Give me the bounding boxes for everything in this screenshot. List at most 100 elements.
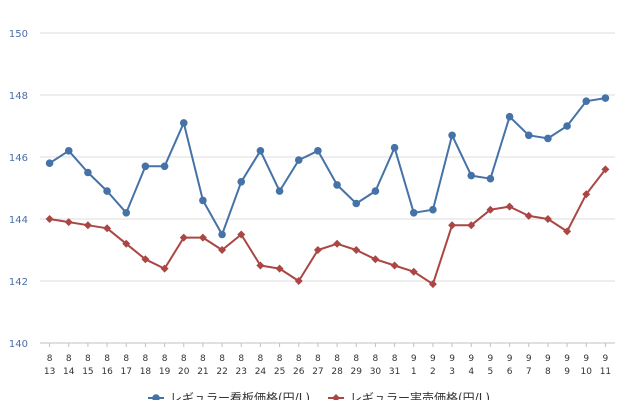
- data-point-series-2: [294, 277, 303, 285]
- data-point-series-2: [448, 221, 457, 230]
- data-point-series-1: [409, 209, 418, 217]
- data-point-series-1: [352, 199, 361, 208]
- data-point-series-2: [428, 280, 437, 289]
- x-tick-label-day: 28: [331, 367, 343, 377]
- legend-marker-1: [152, 394, 160, 400]
- x-tick-label-day: 7: [526, 367, 532, 377]
- x-tick-label-month: 9: [488, 354, 494, 364]
- x-tick-label-month: 8: [143, 354, 149, 364]
- x-tick-label-month: 8: [104, 354, 110, 364]
- y-axis-tick-labels: 140 142 144 146 148 150: [9, 29, 28, 350]
- data-point-series-2: [103, 224, 112, 233]
- x-tick-label-month: 9: [507, 354, 513, 364]
- x-tick-label-day: 27: [312, 367, 323, 377]
- x-tick-label-day: 8: [545, 367, 551, 377]
- data-point-series-1: [294, 156, 303, 164]
- x-tick-label-day: 4: [468, 367, 474, 377]
- legend-marker-2: [332, 394, 340, 400]
- x-tick-label-month: 9: [526, 354, 532, 364]
- data-point-series-1: [486, 174, 495, 183]
- x-tick-label-day: 3: [449, 367, 455, 377]
- x-tick-label-day: 29: [351, 367, 363, 377]
- x-tick-label-month: 8: [315, 354, 321, 364]
- y-tick-label: 148: [9, 91, 28, 102]
- data-point-series-2: [218, 246, 227, 254]
- data-point-series-1: [103, 187, 111, 195]
- x-tick-label-month: 8: [219, 354, 225, 364]
- x-tick-label-month: 8: [392, 354, 398, 364]
- x-tick-label-day: 30: [370, 367, 382, 377]
- data-point-series-1: [199, 196, 207, 205]
- data-point-series-2: [198, 233, 207, 242]
- data-point-series-2: [275, 264, 284, 273]
- x-tick-label-month: 8: [296, 354, 302, 364]
- data-point-series-2: [582, 190, 591, 199]
- data-point-series-2: [256, 261, 265, 270]
- x-tick-label-month: 8: [66, 354, 72, 364]
- data-point-series-1: [237, 178, 246, 186]
- x-tick-label-day: 11: [600, 367, 611, 377]
- data-point-series-2: [333, 239, 342, 248]
- x-tick-label-month: 8: [334, 354, 340, 364]
- x-tick-label-day: 20: [178, 367, 190, 377]
- data-point-series-1: [448, 131, 456, 140]
- data-point-series-2: [141, 255, 150, 264]
- x-tick-label-month: 8: [123, 354, 129, 364]
- y-tick-label: 150: [9, 29, 28, 40]
- data-point-series-1: [160, 162, 169, 171]
- x-tick-label-month: 9: [430, 354, 436, 364]
- data-point-series-2: [601, 165, 610, 174]
- y-tick-label: 144: [9, 215, 28, 226]
- x-tick-label-month: 9: [411, 354, 417, 364]
- x-tick-label-day: 31: [389, 367, 400, 377]
- x-tick-label-day: 25: [274, 367, 285, 377]
- data-point-series-2: [83, 221, 92, 230]
- data-point-series-1: [333, 181, 341, 189]
- x-tick-label-month: 8: [373, 354, 379, 364]
- x-tick-label-day: 26: [293, 367, 305, 377]
- x-tick-label-month: 9: [468, 354, 474, 364]
- x-tick-label-month: 8: [258, 354, 264, 364]
- x-tick-label-month: 8: [181, 354, 187, 364]
- data-point-series-2: [563, 227, 572, 236]
- x-tick-label-month: 9: [545, 354, 551, 364]
- data-point-series-1: [256, 147, 265, 155]
- data-point-series-1: [275, 187, 284, 195]
- data-point-series-2: [543, 215, 552, 223]
- x-tick-label-month: 8: [277, 354, 283, 364]
- series-line-1: [49, 97, 606, 236]
- data-point-series-1: [524, 131, 533, 140]
- data-point-series-1: [467, 171, 476, 180]
- data-point-series-2: [179, 233, 188, 242]
- data-point-series-2: [505, 202, 514, 211]
- data-point-series-2: [64, 218, 73, 227]
- data-point-series-2: [371, 255, 380, 264]
- data-point-series-1: [218, 230, 226, 239]
- x-tick-label-month: 9: [583, 354, 589, 364]
- x-tick-label-month: 8: [353, 354, 359, 364]
- x-tick-label-month: 8: [47, 354, 53, 364]
- data-point-series-2: [122, 239, 131, 248]
- x-tick-label-month: 8: [200, 354, 206, 364]
- x-tick-label-month: 9: [449, 354, 455, 364]
- data-point-series-2: [409, 267, 418, 276]
- y-tick-label: 142: [9, 277, 28, 288]
- data-point-series-2: [390, 261, 399, 270]
- x-tick-label-day: 23: [236, 367, 247, 377]
- x-tick-label-day: 5: [488, 367, 494, 377]
- data-point-series-1: [122, 209, 131, 217]
- data-point-series-1: [544, 134, 552, 143]
- x-tick-label-day: 15: [82, 367, 93, 377]
- x-tick-label-day: 24: [255, 367, 267, 377]
- x-tick-label-day: 1: [411, 367, 417, 377]
- data-point-series-2: [45, 215, 54, 223]
- legend[interactable]: レギュラー看板価格(円/L) レギュラー実売価格(円/L): [148, 390, 490, 400]
- data-point-series-1: [505, 112, 514, 121]
- x-axis-tick-labels: 8138148158168178188198208218228238248258…: [44, 354, 611, 377]
- legend-label-2: レギュラー実売価格(円/L): [350, 390, 490, 400]
- x-tick-label-day: 22: [216, 367, 227, 377]
- data-point-series-1: [601, 94, 610, 102]
- data-point-series-1: [563, 122, 571, 130]
- data-point-series-1: [314, 147, 322, 155]
